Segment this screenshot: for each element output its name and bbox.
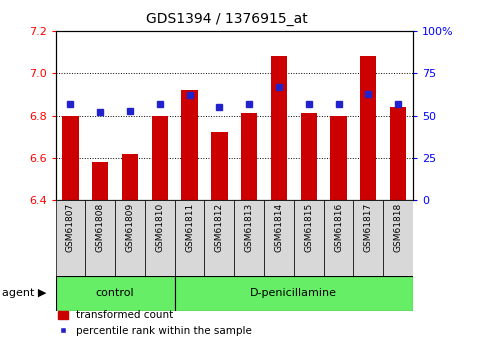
FancyBboxPatch shape (264, 200, 294, 276)
FancyBboxPatch shape (145, 200, 175, 276)
Text: GSM61811: GSM61811 (185, 203, 194, 252)
Bar (211, 132, 227, 200)
Bar (241, 114, 257, 200)
Text: GSM61818: GSM61818 (394, 203, 402, 252)
Text: GDS1394 / 1376915_at: GDS1394 / 1376915_at (146, 12, 308, 26)
Bar (390, 107, 406, 200)
FancyBboxPatch shape (115, 200, 145, 276)
Bar (175, 276, 413, 310)
Bar (330, 116, 347, 200)
Text: agent ▶: agent ▶ (2, 288, 47, 298)
Text: D-penicillamine: D-penicillamine (250, 288, 337, 298)
Bar (182, 90, 198, 200)
Text: GSM61809: GSM61809 (126, 203, 134, 252)
Bar (300, 114, 317, 200)
FancyBboxPatch shape (175, 200, 204, 276)
Bar (122, 154, 138, 200)
FancyBboxPatch shape (56, 200, 85, 276)
Text: GSM61808: GSM61808 (96, 203, 105, 252)
Bar (152, 116, 168, 200)
Text: GSM61810: GSM61810 (156, 203, 164, 252)
Text: GSM61816: GSM61816 (334, 203, 343, 252)
Bar (92, 162, 108, 200)
Text: GSM61807: GSM61807 (66, 203, 75, 252)
Bar (360, 56, 376, 200)
Text: GSM61813: GSM61813 (245, 203, 254, 252)
Bar (62, 116, 79, 200)
FancyBboxPatch shape (204, 200, 234, 276)
Text: GSM61815: GSM61815 (304, 203, 313, 252)
FancyBboxPatch shape (354, 200, 383, 276)
Bar (271, 56, 287, 200)
Bar (56, 276, 175, 310)
FancyBboxPatch shape (234, 200, 264, 276)
Text: GSM61817: GSM61817 (364, 203, 373, 252)
Text: control: control (96, 288, 134, 298)
Legend: transformed count, percentile rank within the sample: transformed count, percentile rank withi… (54, 306, 256, 340)
FancyBboxPatch shape (383, 200, 413, 276)
FancyBboxPatch shape (85, 200, 115, 276)
Text: GSM61812: GSM61812 (215, 203, 224, 252)
Text: GSM61814: GSM61814 (274, 203, 284, 252)
FancyBboxPatch shape (324, 200, 354, 276)
FancyBboxPatch shape (294, 200, 324, 276)
